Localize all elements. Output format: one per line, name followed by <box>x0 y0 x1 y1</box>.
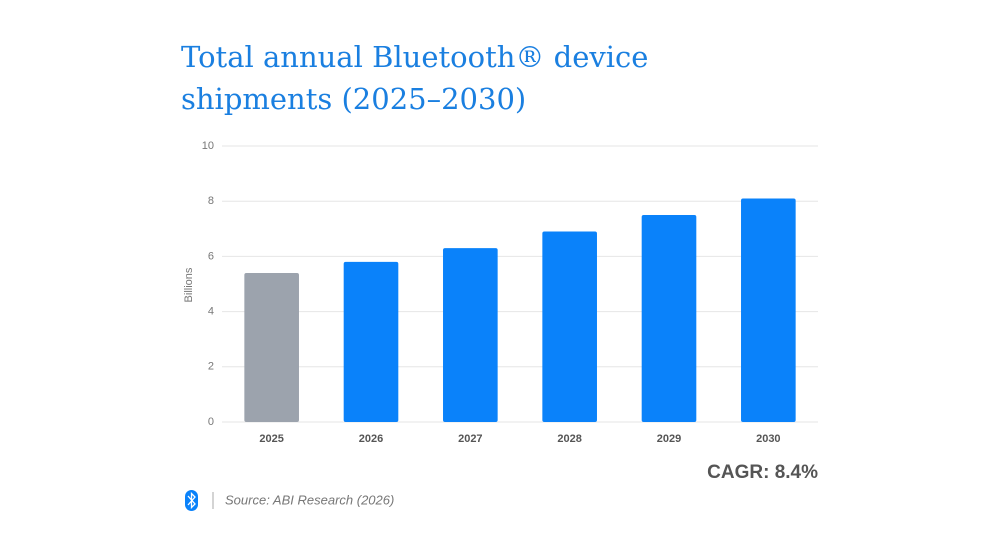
bluetooth-logo <box>185 490 198 511</box>
x-tick-label: 2028 <box>557 433 581 445</box>
bar <box>641 215 697 422</box>
chart-title: Total annual Bluetooth® device shipments… <box>181 40 649 116</box>
x-tick-label: 2029 <box>657 433 681 445</box>
bar <box>542 231 597 422</box>
x-tick-label: 2030 <box>756 433 780 445</box>
y-tick-label: 6 <box>208 250 214 262</box>
x-tick-label: 2027 <box>458 433 482 445</box>
bar <box>343 261 399 422</box>
y-axis-label: Billions <box>183 267 195 302</box>
source: Source: ABI Research (2026) <box>225 492 394 507</box>
x-tick-label: 2026 <box>359 433 383 445</box>
y-tick-label: 8 <box>208 195 214 207</box>
y-tick-label: 10 <box>202 140 214 152</box>
x-tick-label: 2025 <box>259 433 283 445</box>
bar <box>244 272 299 422</box>
y-tick-label: 0 <box>208 416 214 428</box>
y-tick-label: 2 <box>208 361 214 373</box>
bar <box>741 198 796 422</box>
cagr-annotation: CAGR: 8.4% <box>707 462 818 483</box>
bar <box>443 248 498 422</box>
y-tick-label: 4 <box>208 306 214 318</box>
